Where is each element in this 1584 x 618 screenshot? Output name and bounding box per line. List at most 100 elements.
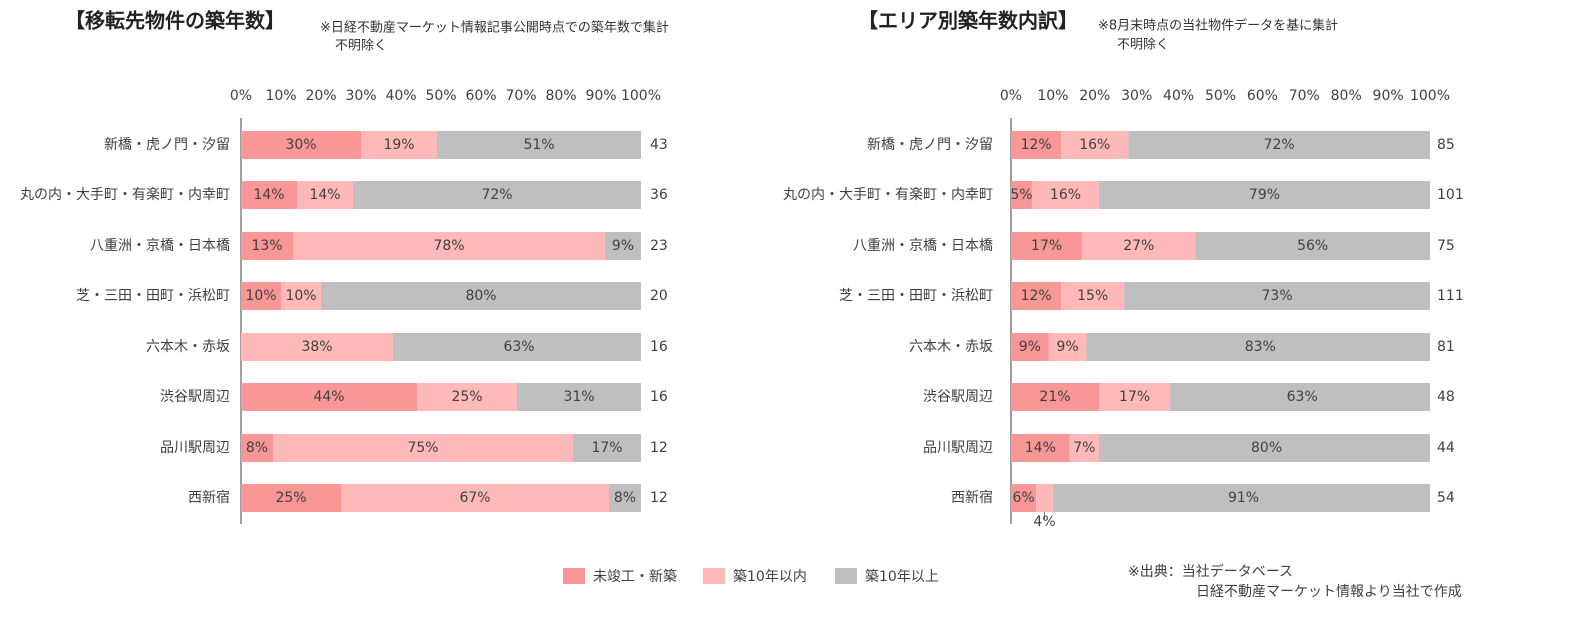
category-label: 六本木・赤坂 [146,339,230,355]
bar-segment [273,434,573,462]
value-label: 63% [503,339,534,355]
value-label: 14% [309,187,340,203]
bar-segment [341,484,609,512]
bar-segment [605,232,641,260]
x-tick-label: 30% [345,88,376,104]
x-tick-label: 100% [1410,88,1450,104]
bar-segment [573,434,641,462]
bar-segment [1011,383,1099,411]
bar-segment [1098,181,1430,209]
value-label: 19% [383,137,414,153]
bar-segment [1011,282,1062,310]
value-label: 5% [1010,187,1032,203]
total-label: 36 [650,187,668,203]
value-label: 91% [1228,490,1259,506]
category-label: 西新宿 [188,489,230,506]
value-label: 4% [1033,514,1055,530]
value-label: 9% [1056,339,1078,355]
total-label: 43 [650,137,668,153]
bar-segment [1082,232,1196,260]
x-tick-label: 90% [585,88,616,104]
x-tick-label: 90% [1373,88,1404,104]
value-label: 73% [1262,288,1293,304]
value-label: 14% [1025,440,1056,456]
subtitle: ※日経不動産マーケット情報記事公開時点での築年数で集計 [320,20,669,36]
x-tick-label: 40% [385,88,416,104]
legend-label: 未竣工・新築 [593,569,677,585]
value-label: 8% [614,490,636,506]
legend-swatch [703,568,725,584]
legend-label: 築10年以内 [733,569,807,585]
total-label: 16 [650,339,668,355]
bar-segment [393,333,641,361]
category-label: 新橋・虎ノ門・汐留 [104,137,230,153]
value-label: 17% [591,440,622,456]
subtitle: ※8月末時点の当社物件データを基に集計 [1098,18,1338,34]
value-label: 56% [1297,238,1328,254]
value-label: 78% [433,238,464,254]
total-label: 54 [1437,490,1455,506]
value-label: 67% [459,490,490,506]
value-label: 80% [465,288,496,304]
bar-segment [1061,282,1125,310]
value-label: 27% [1123,238,1154,254]
value-label: 17% [1031,238,1062,254]
bar-segment [1098,383,1171,411]
x-tick-label: 100% [621,88,661,104]
value-label: 25% [275,490,306,506]
total-label: 20 [650,288,668,304]
value-label: 75% [407,440,438,456]
legend-label: 築10年以上 [865,569,939,585]
bar-segment [241,484,341,512]
value-label: 44% [313,389,344,405]
x-tick-label: 80% [545,88,576,104]
value-label: 72% [1264,137,1295,153]
total-label: 23 [650,238,668,254]
subtitle: 不明除く [1117,38,1169,53]
value-label: 30% [285,137,316,153]
x-tick-label: 70% [505,88,536,104]
value-label: 10% [285,288,316,304]
total-label: 111 [1437,288,1464,304]
x-tick-label: 20% [1079,88,1110,104]
x-tick-label: 80% [1331,88,1362,104]
category-label: 品川駅周辺 [160,440,230,456]
x-tick-label: 10% [1037,88,1068,104]
bar-segment [1170,383,1430,411]
bar-segment [1011,484,1037,512]
value-label: 16% [1079,137,1110,153]
value-label: 63% [1287,389,1318,405]
bar-segment [1011,232,1083,260]
total-label: 16 [650,389,668,405]
x-tick-label: 20% [305,88,336,104]
category-label: 八重洲・京橋・日本橋 [90,238,230,254]
category-label: 丸の内・大手町・有楽町・内幸町 [783,187,993,203]
bar-segment [241,333,393,361]
total-label: 44 [1437,440,1455,456]
x-tick-label: 0% [1000,88,1022,104]
bar-segment [1195,232,1430,260]
category-label: 新橋・虎ノ門・汐留 [867,137,993,153]
total-label: 12 [650,490,668,506]
bar-segment [1052,484,1430,512]
category-label: 渋谷駅周辺 [923,389,993,405]
bar-segment [1011,131,1062,159]
source-note: ※出典：当社データベース [1128,563,1293,580]
x-tick-label: 50% [425,88,456,104]
bar-segment [241,383,417,411]
category-label: 芝・三田・田町・浜松町 [76,288,230,304]
bar-segment [1011,434,1070,462]
value-label: 9% [1019,339,1041,355]
bar-segment [517,383,641,411]
total-label: 81 [1437,339,1455,355]
total-label: 75 [1437,238,1455,254]
value-label: 17% [1119,389,1150,405]
bar-segment [1098,434,1430,462]
total-label: 101 [1437,187,1464,203]
bar-segment [1086,333,1430,361]
subtitle: 不明除く [335,39,387,54]
legend-swatch [563,568,585,584]
total-label: 12 [650,440,668,456]
bar-segment [241,131,361,159]
